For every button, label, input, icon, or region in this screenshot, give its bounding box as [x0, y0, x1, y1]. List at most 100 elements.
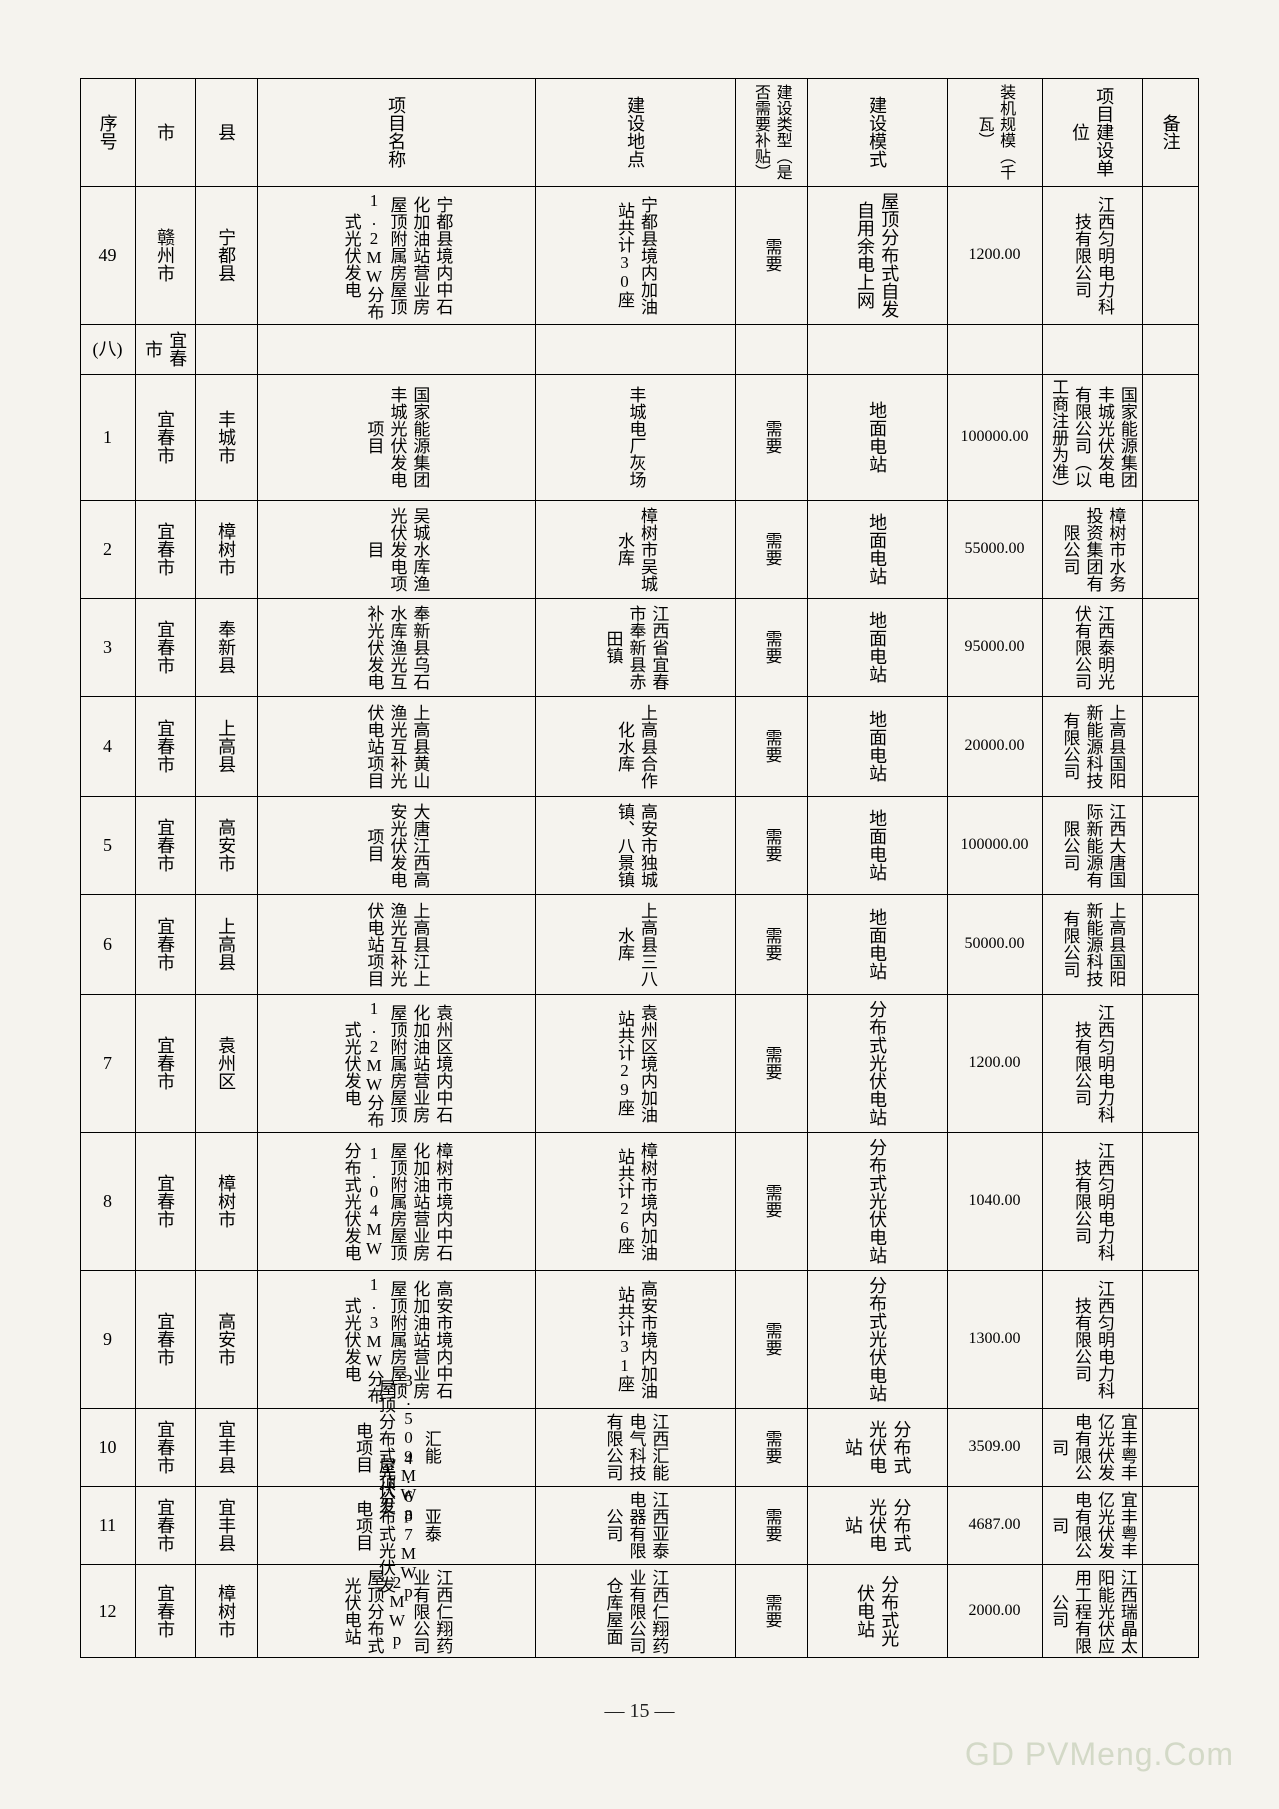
cell-mode: 分布式光伏电站 — [807, 1270, 947, 1408]
cell-city: 宜春市 — [135, 1486, 195, 1564]
cell-unit: 宜丰粤丰亿光伏发电有限公司 — [1042, 1486, 1142, 1564]
cell-mode: 分布式光伏电站 — [807, 994, 947, 1132]
cell-cap: 95000.00 — [947, 598, 1042, 696]
cell-city: 宜春市 — [135, 324, 195, 374]
cell-type: 需要 — [735, 796, 807, 894]
cell-site: 上高县合作化水库 — [535, 696, 735, 796]
cell-cap: 100000.00 — [947, 374, 1042, 500]
cell-county: 宜丰县 — [195, 1486, 257, 1564]
cell-cap: 3509.00 — [947, 1408, 1042, 1486]
cell-city: 宜春市 — [135, 500, 195, 598]
cell-unit: 樟树市水务投资集团有限公司 — [1042, 500, 1142, 598]
cell-cap: 20000.00 — [947, 696, 1042, 796]
page-number: — 15 — — [0, 1700, 1279, 1723]
cell-type: 需要 — [735, 994, 807, 1132]
h-city: 市 — [135, 78, 195, 186]
cell-mode: 分布式光伏电站 — [807, 1564, 947, 1658]
cell-type: 需要 — [735, 374, 807, 500]
h-mode: 建设模式 — [807, 78, 947, 186]
cell-cap: 2000.00 — [947, 1564, 1042, 1658]
cell-site: 高安市境内加油站共计31座 — [535, 1270, 735, 1408]
cell-unit: 江西匀明电力科技有限公司 — [1042, 1132, 1142, 1270]
cell-seq: 7 — [80, 994, 135, 1132]
cell-county: 丰城市 — [195, 374, 257, 500]
cell-unit: 江西泰明光伏有限公司 — [1042, 598, 1142, 696]
cell-project: 亚泰4.687MWp屋顶分布式光伏发电项目 — [257, 1486, 535, 1564]
cell-seq: 10 — [80, 1408, 135, 1486]
cell-seq: 11 — [80, 1486, 135, 1564]
cell-cap: 4687.00 — [947, 1486, 1042, 1564]
h-county: 县 — [195, 78, 257, 186]
cell-county: 袁州区 — [195, 994, 257, 1132]
cell-site: 袁州区境内加油站共计29座 — [535, 994, 735, 1132]
watermark: GD PVMeng.Com — [965, 1736, 1234, 1773]
cell-unit: 上高县国阳新能源科技有限公司 — [1042, 696, 1142, 796]
h-cap: 装机规模（千瓦） — [947, 78, 1042, 186]
h-seq: 序号 — [80, 78, 135, 186]
cell-unit: 江西大唐国际新能源有限公司 — [1042, 796, 1142, 894]
cell-mode: 地面电站 — [807, 696, 947, 796]
h-site: 建设地点 — [535, 78, 735, 186]
cell-cap: 1200.00 — [947, 186, 1042, 324]
cell-city: 宜春市 — [135, 1564, 195, 1658]
cell-type: 需要 — [735, 1270, 807, 1408]
cell-type: 需要 — [735, 696, 807, 796]
cell-seq: 2 — [80, 500, 135, 598]
cell-city: 宜春市 — [135, 894, 195, 994]
data-table-overlay: .T { position:absolute; left:0; top:0; w… — [80, 78, 1199, 1658]
cell-county: 高安市 — [195, 1270, 257, 1408]
cell-city: 宜春市 — [135, 696, 195, 796]
cell-project: 江西仁翔药业有限公司2MWp屋顶分布式光伏电站 — [257, 1564, 535, 1658]
cell-project: 袁州区境内中石化加油站营业房屋顶附属房屋顶1.2MW分布式光伏发电 — [257, 994, 535, 1132]
cell-mode: 地面电站 — [807, 500, 947, 598]
cell-seq: 5 — [80, 796, 135, 894]
cell-county: 宜丰县 — [195, 1408, 257, 1486]
cell-site: 樟树市境内加油站共计26座 — [535, 1132, 735, 1270]
cell-seq: 12 — [80, 1564, 135, 1658]
cell-mode: 分布式光伏电站 — [807, 1408, 947, 1486]
cell-cap: 55000.00 — [947, 500, 1042, 598]
cell-type: 需要 — [735, 500, 807, 598]
cell-unit: 江西瑞晶太阳能光伏应用工程有限公司 — [1042, 1564, 1142, 1658]
cell-project: 大唐江西高安光伏发电项目 — [257, 796, 535, 894]
cell-city: 宜春市 — [135, 1132, 195, 1270]
cell-site: 江西省宜春市奉新县赤田镇 — [535, 598, 735, 696]
cell-cap: 1200.00 — [947, 994, 1042, 1132]
cell-cap: 1300.00 — [947, 1270, 1042, 1408]
cell-project: 国家能源集团丰城光伏发电项目 — [257, 374, 535, 500]
cell-city: 宜春市 — [135, 1270, 195, 1408]
cell-county: 宁都县 — [195, 186, 257, 324]
cell-site: 上高县三八水库 — [535, 894, 735, 994]
cell-mode: 地面电站 — [807, 894, 947, 994]
cell-type: 需要 — [735, 598, 807, 696]
cell-county: 上高县 — [195, 894, 257, 994]
cell-seq: 1 — [80, 374, 135, 500]
cell-cap: 1040.00 — [947, 1132, 1042, 1270]
cell-site: 宁都县境内加油站共计30座 — [535, 186, 735, 324]
cell-project: 上高县黄山渔光互补光伏电站项目 — [257, 696, 535, 796]
cell-type: 需要 — [735, 1132, 807, 1270]
cell-type: 需要 — [735, 1408, 807, 1486]
cell-city: 宜春市 — [135, 374, 195, 500]
cell-project: 奉新县乌石水库渔光互补光伏发电 — [257, 598, 535, 696]
cell-seq: (八) — [80, 324, 135, 374]
cell-type: 需要 — [735, 1486, 807, 1564]
cell-seq: 49 — [80, 186, 135, 324]
cell-city: 赣州市 — [135, 186, 195, 324]
cell-mode: 地面电站 — [807, 796, 947, 894]
cell-county: 奉新县 — [195, 598, 257, 696]
cell-mode: 分布式光伏电站 — [807, 1486, 947, 1564]
cell-county: 樟树市 — [195, 1132, 257, 1270]
cell-county: 樟树市 — [195, 1564, 257, 1658]
cell-city: 宜春市 — [135, 796, 195, 894]
cell-county: 上高县 — [195, 696, 257, 796]
h-unit: 项目建设单位 — [1042, 78, 1142, 186]
cell-county: 樟树市 — [195, 500, 257, 598]
cell-project: 樟树市境内中石化加油站营业房屋顶附属房屋顶1.04MW分布式光伏发电 — [257, 1132, 535, 1270]
cell-city: 宜春市 — [135, 1408, 195, 1486]
h-project: 项目名称 — [257, 78, 535, 186]
cell-mode: 地面电站 — [807, 598, 947, 696]
cell-mode: 分布式光伏电站 — [807, 1132, 947, 1270]
cell-unit: 国家能源集团丰城光伏发电有限公司（以工商注册为准） — [1042, 374, 1142, 500]
h-note: 备注 — [1142, 78, 1199, 186]
